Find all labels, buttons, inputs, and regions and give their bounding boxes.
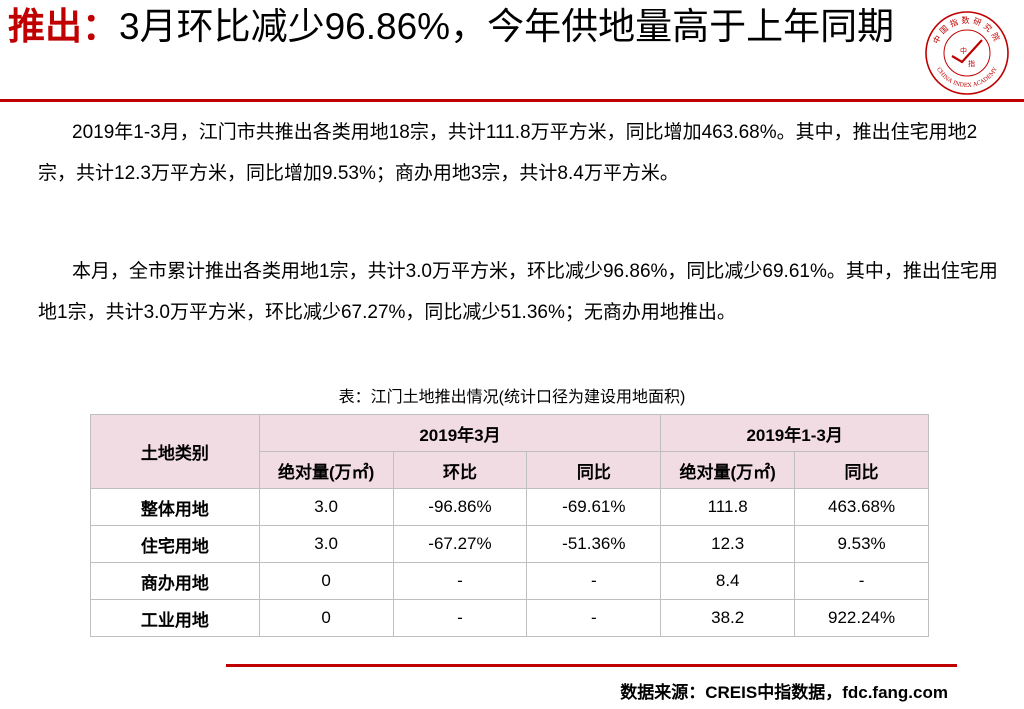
table-cell: -96.86% xyxy=(392,488,528,526)
table-cell: 111.8 xyxy=(660,488,796,526)
table-cell: 9.53% xyxy=(794,525,929,563)
title-text: 3月环比减少96.86%，今年供地量高于上年同期 xyxy=(119,6,895,47)
paragraph-month-text: 本月，全市累计推出各类用地1宗，共计3.0万平方米，环比减少96.86%，同比减… xyxy=(38,261,998,323)
data-source: 数据来源：CREIS中指数据，fdc.fang.com xyxy=(620,683,948,702)
header-group-quarter: 2019年1-3月 xyxy=(660,414,929,452)
svg-text:CHINA INDEX ACADEMY: CHINA INDEX ACADEMY xyxy=(935,66,999,89)
table-cell: 38.2 xyxy=(660,599,796,637)
table-cell: - xyxy=(794,562,929,600)
row-category: 住宅用地 xyxy=(90,525,260,563)
table-cell: - xyxy=(526,599,662,637)
paragraph-quarter: 2019年1-3月，江门市共推出各类用地18宗，共计111.8万平方米，同比增加… xyxy=(38,112,998,194)
header-month-yoy: 同比 xyxy=(526,451,662,489)
header-quarter-absolute: 绝对量(万㎡) xyxy=(660,451,796,489)
row-category: 工业用地 xyxy=(90,599,260,637)
table-row: 商办用地 0 - - 8.4 - xyxy=(90,562,929,600)
table-cell: -69.61% xyxy=(526,488,662,526)
table-cell: -51.36% xyxy=(526,525,662,563)
table-row: 工业用地 0 - - 38.2 922.24% xyxy=(90,599,929,637)
logo-center-char-1: 中 xyxy=(960,46,967,55)
paragraph-quarter-text: 2019年1-3月，江门市共推出各类用地18宗，共计111.8万平方米，同比增加… xyxy=(38,122,978,184)
table-cell: 922.24% xyxy=(794,599,929,637)
header-month-absolute: 绝对量(万㎡) xyxy=(258,451,394,489)
table-cell: - xyxy=(526,562,662,600)
title-divider xyxy=(0,99,1024,102)
table-cell: 3.0 xyxy=(258,525,394,563)
page-title: 推出：3月环比减少96.86%，今年供地量高于上年同期 xyxy=(8,4,908,50)
table-cell: 3.0 xyxy=(258,488,394,526)
header-category: 土地类别 xyxy=(90,414,260,489)
table-cell: -67.27% xyxy=(392,525,528,563)
table-cell: - xyxy=(392,599,528,637)
table-cell: 0 xyxy=(258,562,394,600)
table-row: 整体用地 3.0 -96.86% -69.61% 111.8 463.68% xyxy=(90,488,929,526)
table-cell: - xyxy=(392,562,528,600)
table-header-row: 土地类别 2019年3月 2019年1-3月 xyxy=(90,414,929,489)
title-highlight: 推出： xyxy=(8,6,119,47)
logo-bottom-text: CHINA INDEX ACADEMY xyxy=(935,66,999,89)
paragraph-month: 本月，全市累计推出各类用地1宗，共计3.0万平方米，环比减少96.86%，同比减… xyxy=(38,251,998,333)
header-group-month: 2019年3月 xyxy=(258,414,662,452)
logo-center-char-2: 指 xyxy=(968,59,975,68)
row-category: 整体用地 xyxy=(90,488,260,526)
china-index-academy-logo: 中国指数研究院 CHINA INDEX ACADEMY 中 指 xyxy=(925,11,1009,95)
table-subheader-row: 绝对量(万㎡) 环比 同比 绝对量(万㎡) 同比 xyxy=(91,451,929,489)
header-quarter-yoy: 同比 xyxy=(794,451,929,489)
footer-divider xyxy=(226,664,957,667)
land-supply-table: 土地类别 2019年3月 2019年1-3月 绝对量(万㎡) 环比 同比 绝对量… xyxy=(90,414,929,637)
table-cell: 8.4 xyxy=(660,562,796,600)
table-cell: 0 xyxy=(258,599,394,637)
row-category: 商办用地 xyxy=(90,562,260,600)
table-cell: 12.3 xyxy=(660,525,796,563)
header-month-mom: 环比 xyxy=(392,451,528,489)
table-row: 住宅用地 3.0 -67.27% -51.36% 12.3 9.53% xyxy=(90,525,929,563)
table-caption: 表：江门土地推出情况(统计口径为建设用地面积) xyxy=(338,389,686,406)
table-cell: 463.68% xyxy=(794,488,929,526)
